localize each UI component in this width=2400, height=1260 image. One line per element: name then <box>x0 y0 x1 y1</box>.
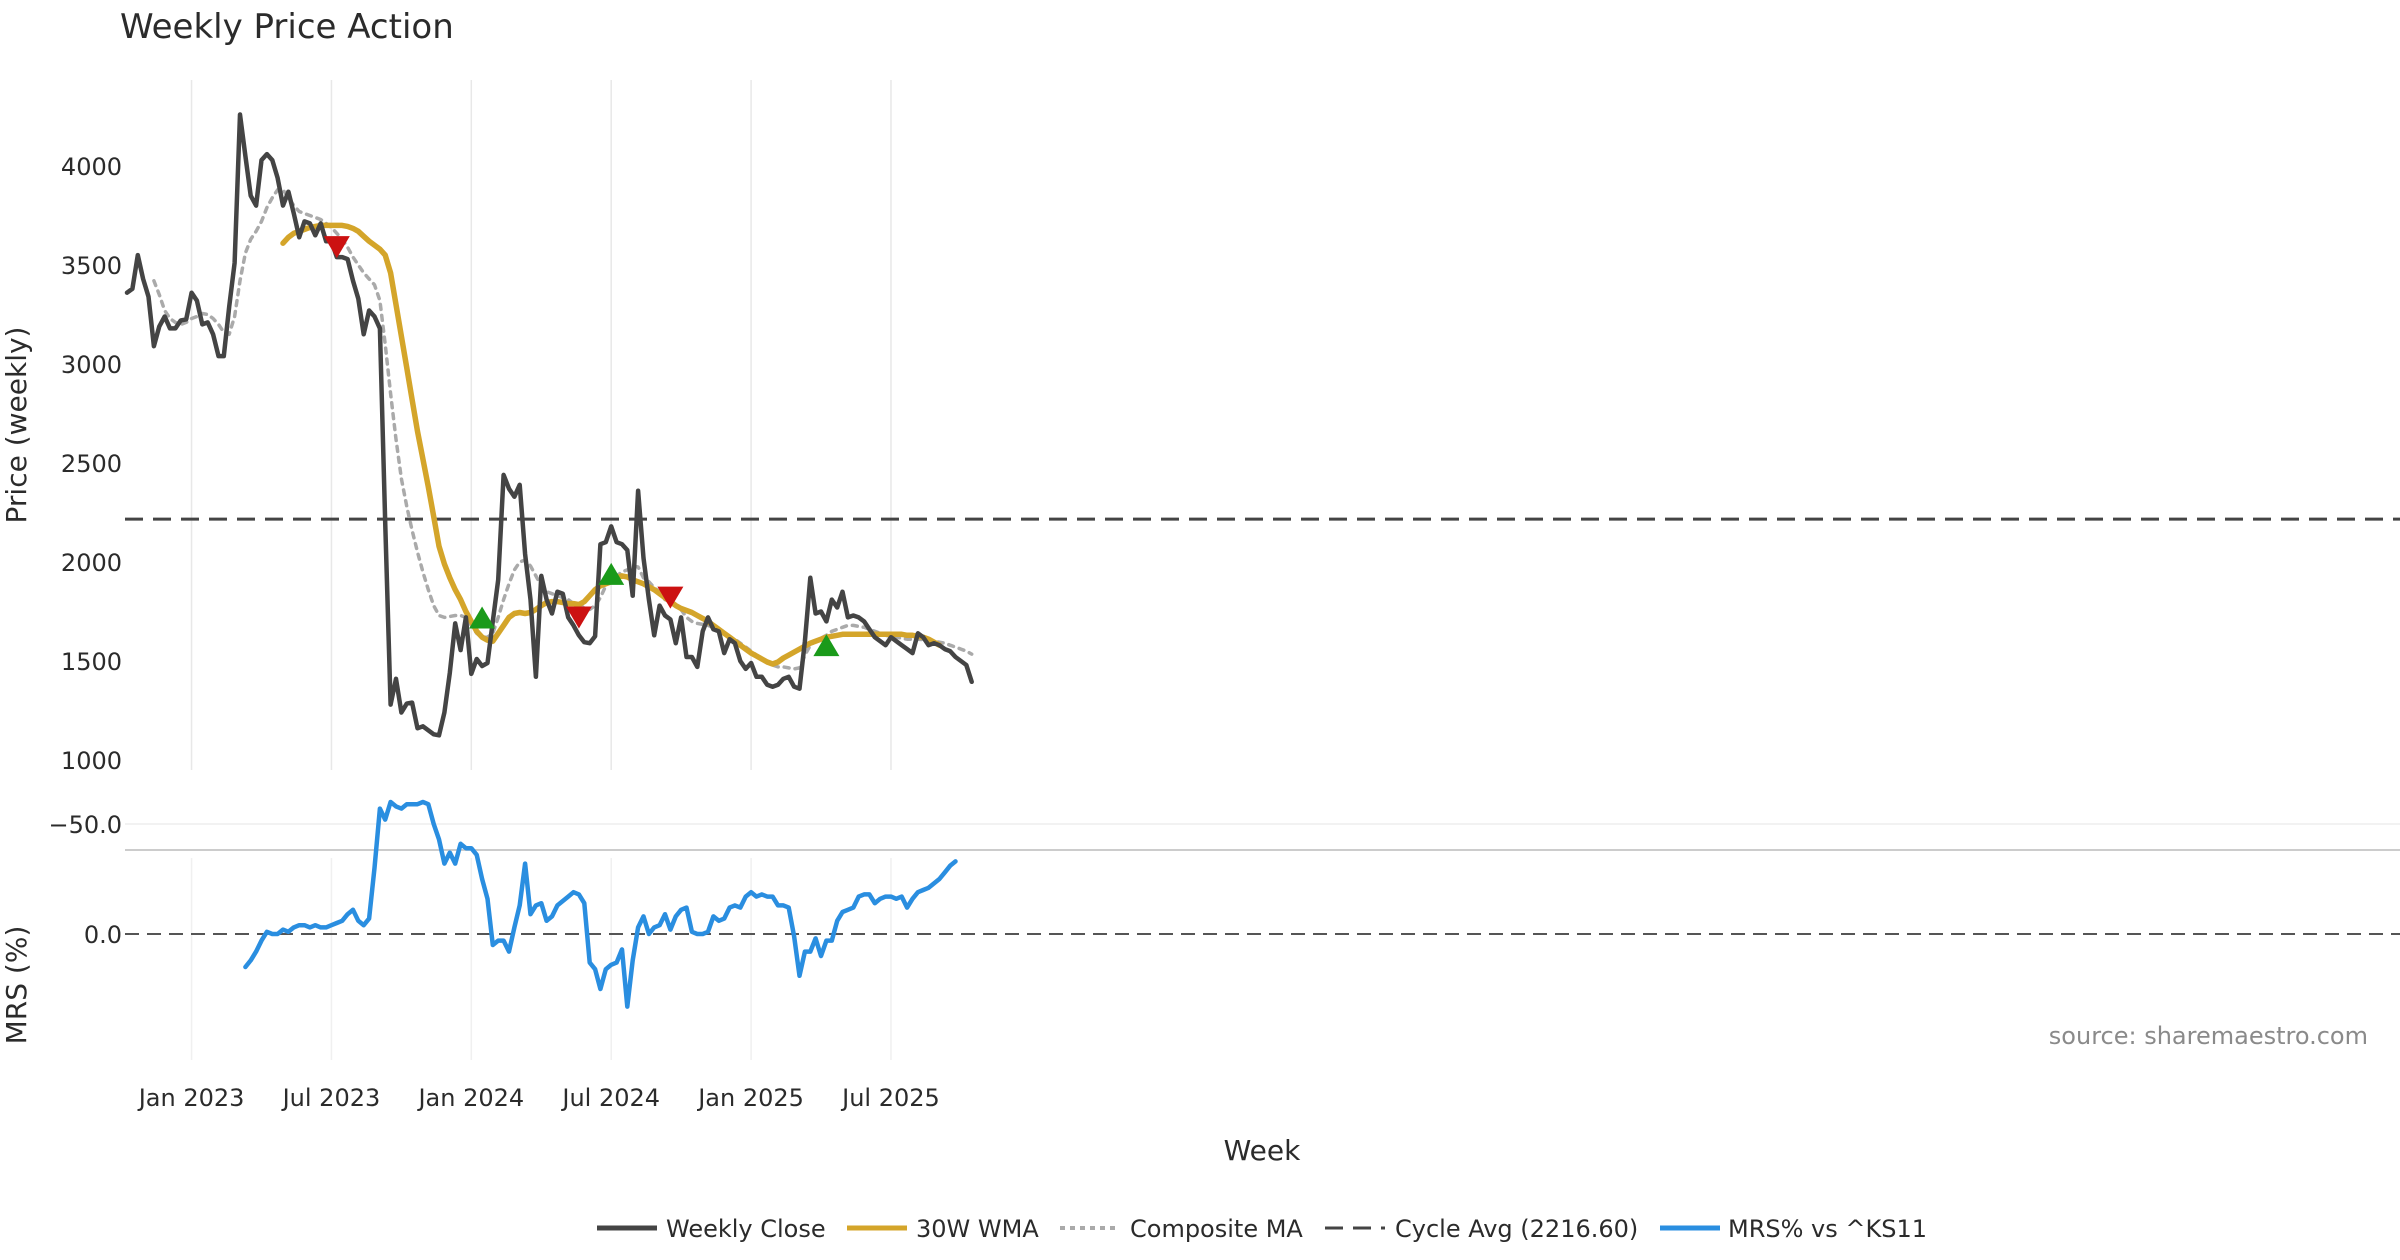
mrs-y-axis-label: MRS (%) <box>0 926 33 1045</box>
x-axis-label: Week <box>1224 1134 1301 1167</box>
buy-signal-marker <box>813 634 840 657</box>
mrs-series <box>243 799 958 1009</box>
price-y-tick-label: 4000 <box>61 153 122 181</box>
x-tick-label: Jan 2024 <box>416 1084 524 1112</box>
price-y-axis-label: Price (weekly) <box>0 327 33 524</box>
sell-signal-marker <box>565 606 592 629</box>
sell-signal-marker <box>657 586 684 609</box>
x-axis-ticks: Jan 2023 Jul 2023 Jan 2024 Jul 2024 Jan 2025… <box>137 1084 940 1112</box>
legend-label-mrs: MRS% vs ^KS11 <box>1728 1215 1927 1243</box>
price-series <box>124 112 974 738</box>
buy-signal-marker <box>469 606 496 629</box>
price-y-tick-label: 1500 <box>61 648 122 676</box>
mrs-line <box>243 799 958 1009</box>
legend-label-wma: 30W WMA <box>916 1215 1039 1243</box>
legend-label-composite-ma: Composite MA <box>1130 1215 1303 1243</box>
mrs-y-tick-label: 0.0 <box>84 921 122 949</box>
price-y-ticks: 1000 1500 2000 2500 3000 3500 4000 <box>61 153 122 775</box>
legend-label-weekly-close: Weekly Close <box>666 1215 826 1243</box>
gridlines <box>125 80 2400 1060</box>
x-tick-label: Jul 2025 <box>840 1084 940 1112</box>
price-y-tick-label: 3500 <box>61 252 122 280</box>
x-tick-label: Jul 2023 <box>281 1084 381 1112</box>
x-tick-label: Jul 2024 <box>560 1084 660 1112</box>
price-y-tick-label: 1000 <box>61 747 122 775</box>
mrs-y-tick-label: −50.0 <box>48 811 122 839</box>
legend: Weekly Close 30W WMA Composite MA Cycle … <box>597 1215 1927 1243</box>
x-tick-label: Jan 2025 <box>696 1084 804 1112</box>
chart-title: Weekly Price Action <box>120 7 454 47</box>
price-y-tick-label: 2000 <box>61 549 122 577</box>
weekly-close-line <box>124 112 974 738</box>
sell-signal-marker <box>323 236 350 259</box>
x-tick-label: Jan 2023 <box>137 1084 245 1112</box>
signal-markers <box>323 236 840 657</box>
price-y-tick-label: 3000 <box>61 351 122 379</box>
mrs-y-ticks: −50.0 0.0 <box>48 811 122 949</box>
source-label: source: sharemaestro.com <box>2049 1022 2368 1050</box>
buy-signal-marker <box>598 562 625 585</box>
legend-label-cycle-avg: Cycle Avg (2216.60) <box>1395 1215 1638 1243</box>
price-y-tick-label: 2500 <box>61 450 122 478</box>
